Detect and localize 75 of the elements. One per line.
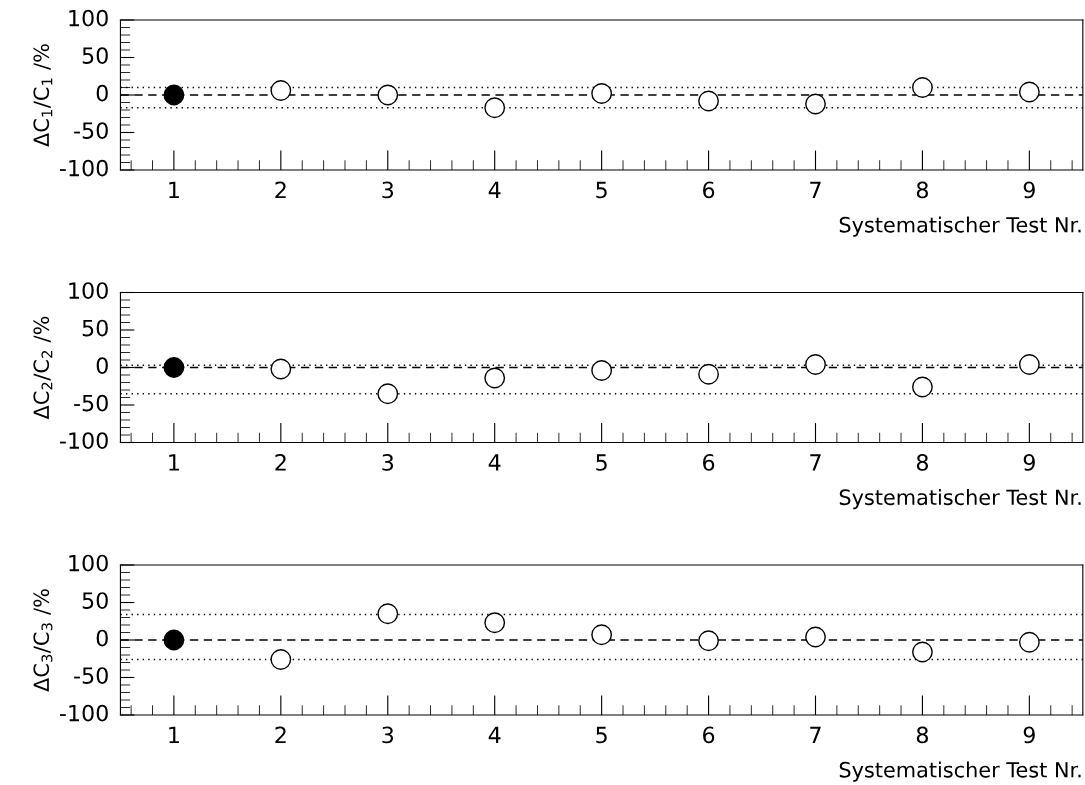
y-tick-label: -50 xyxy=(74,122,108,139)
y-axis-title: ΔC$_{1}$/C$_{1}$ /% xyxy=(33,44,53,147)
point xyxy=(805,626,826,648)
x-axis-title: Systematischer Test Nr. xyxy=(839,489,1081,510)
x-tick-label: 6 xyxy=(703,726,715,744)
point xyxy=(484,612,506,634)
y-tick-label: -50 xyxy=(74,394,108,412)
y-tick-label: 100 xyxy=(69,554,108,572)
x-tick-label: 9 xyxy=(1023,454,1035,471)
point xyxy=(912,376,933,398)
point xyxy=(270,358,292,380)
point xyxy=(591,360,613,381)
y-tick-label: 0 xyxy=(96,357,108,374)
x-axis-title: Systematischer Test Nr. xyxy=(839,216,1081,237)
point xyxy=(1018,354,1040,375)
point xyxy=(484,367,506,389)
x-tick-label: 6 xyxy=(703,454,715,471)
point xyxy=(805,93,826,115)
y-tick-label: 0 xyxy=(96,629,108,647)
y-tick-label: 100 xyxy=(69,282,108,299)
y-tick-label: -100 xyxy=(59,704,108,722)
point xyxy=(805,354,826,375)
y-tick-label: -100 xyxy=(59,432,108,449)
x-tick-label: 2 xyxy=(275,726,286,743)
point xyxy=(698,363,719,385)
point xyxy=(1018,631,1040,653)
y-tick-label: 0 xyxy=(96,84,108,102)
x-tick-label: 4 xyxy=(488,454,501,471)
point xyxy=(912,77,933,98)
y-tick-label: 50 xyxy=(82,47,108,64)
x-tick-label: 7 xyxy=(810,181,821,198)
x-tick-label: 1 xyxy=(169,726,179,743)
x-tick-label: 4 xyxy=(488,726,501,743)
point xyxy=(591,624,613,646)
point xyxy=(591,83,613,104)
y-axis-title: ΔC$_{2}$/C$_{2}$ /% xyxy=(33,316,53,420)
point xyxy=(1018,81,1040,103)
point xyxy=(698,630,719,652)
x-tick-label: 3 xyxy=(382,726,394,744)
point xyxy=(163,629,185,651)
point xyxy=(377,383,399,405)
point xyxy=(484,97,506,119)
x-tick-label: 9 xyxy=(1023,181,1035,199)
x-tick-label: 1 xyxy=(169,454,179,471)
x-tick-label: 3 xyxy=(382,454,394,471)
point xyxy=(163,84,185,106)
y-tick-label: 50 xyxy=(82,592,108,609)
y-tick-label: 50 xyxy=(82,319,108,337)
point xyxy=(163,357,185,378)
x-tick-label: 8 xyxy=(916,726,928,744)
point xyxy=(377,603,399,625)
x-tick-label: 7 xyxy=(810,726,821,743)
x-axis-title: Systematischer Test Nr. xyxy=(839,761,1081,782)
point xyxy=(377,84,399,106)
point xyxy=(912,641,933,663)
x-tick-label: 9 xyxy=(1023,726,1035,744)
x-tick-label: 8 xyxy=(916,181,928,199)
x-tick-label: 8 xyxy=(916,454,928,471)
x-tick-label: 4 xyxy=(488,181,501,198)
y-tick-label: 100 xyxy=(69,9,108,27)
x-tick-label: 3 xyxy=(382,181,394,199)
y-tick-label: -50 xyxy=(74,667,108,684)
x-tick-label: 7 xyxy=(810,454,821,471)
x-tick-label: 1 xyxy=(169,181,179,198)
x-tick-label: 5 xyxy=(596,726,607,744)
x-tick-label: 5 xyxy=(596,181,607,199)
x-tick-label: 5 xyxy=(596,454,607,471)
point xyxy=(270,649,292,670)
point xyxy=(270,80,292,101)
point xyxy=(698,90,719,112)
x-tick-label: 2 xyxy=(275,181,286,198)
y-tick-label: -100 xyxy=(59,159,108,177)
y-axis-title: ΔC$_{3}$/C$_{3}$ /% xyxy=(33,589,53,692)
x-tick-label: 2 xyxy=(275,454,286,471)
x-tick-label: 6 xyxy=(703,181,715,199)
